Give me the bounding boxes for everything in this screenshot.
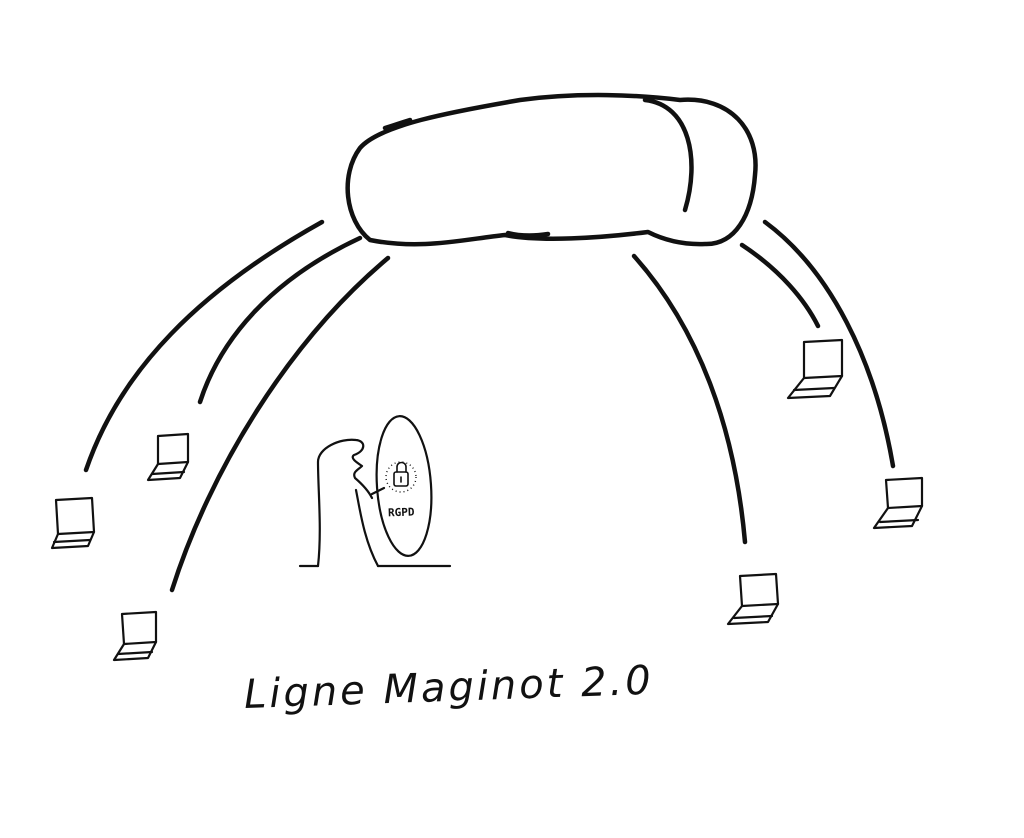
connection-line	[169, 255, 391, 593]
laptop-icon	[726, 572, 780, 626]
cloud-icon	[345, 92, 758, 247]
shield-icon: RGPD	[375, 415, 433, 557]
laptop-icon	[112, 610, 158, 662]
connection-line	[197, 235, 363, 405]
laptop-icon	[50, 496, 96, 550]
connection-line	[83, 219, 325, 473]
laptop-icon	[786, 338, 844, 400]
network-connections	[83, 219, 896, 593]
laptop-icon	[872, 476, 924, 530]
shield-label: RGPD	[388, 505, 415, 519]
laptop-icon	[146, 432, 190, 482]
connection-line	[631, 253, 748, 545]
connection-line	[762, 219, 896, 469]
connection-line	[739, 242, 821, 329]
lock-icon	[385, 461, 417, 493]
